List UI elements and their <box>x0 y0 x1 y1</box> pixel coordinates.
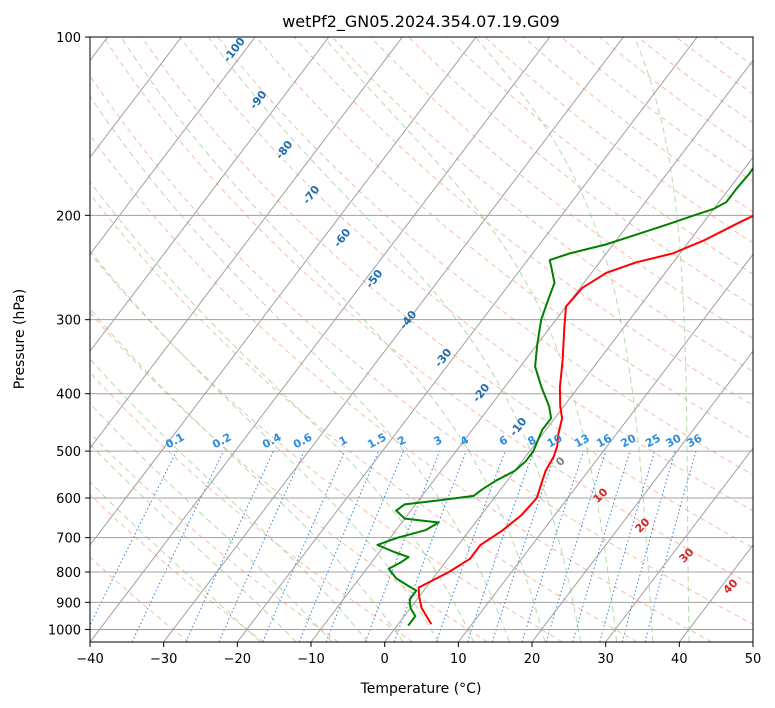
dry-adiabat <box>217 37 753 476</box>
mixing-ratio-line <box>621 450 676 642</box>
mixing-ratio-line <box>545 450 607 642</box>
chart-title: wetPf2_GN05.2024.354.07.19.G09 <box>282 12 560 32</box>
dry-adiabat <box>90 252 563 642</box>
moist-adiabat <box>90 358 369 642</box>
moist-adiabat <box>323 37 618 642</box>
moist-adiabat <box>90 481 261 642</box>
dry-adiabat <box>408 37 753 307</box>
x-tick-label: −20 <box>224 652 251 667</box>
background-lines <box>90 37 753 642</box>
mixing-ratio-line <box>364 450 441 642</box>
y-tick-label: 200 <box>56 209 81 224</box>
x-tick-label: 20 <box>524 652 541 667</box>
mixing-ratio-line <box>521 450 585 642</box>
data-lines <box>376 166 753 627</box>
dry-adiabat <box>103 37 753 587</box>
y-axis-label: Pressure (hPa) <box>12 289 28 389</box>
mixing-ratio-line <box>599 450 656 642</box>
mixing-ratio-line <box>325 450 404 642</box>
y-tick-label: 1000 <box>48 623 81 638</box>
y-tick-label: 300 <box>56 314 81 329</box>
mixing-ratio-line <box>298 450 380 642</box>
isotherm <box>90 37 182 159</box>
moist-adiabat <box>207 37 582 642</box>
x-tick-label: 40 <box>671 652 688 667</box>
x-tick-label: 30 <box>597 652 614 667</box>
mixing-ratio-label: 20 <box>619 431 639 450</box>
x-tick-label: −10 <box>297 652 324 667</box>
moist-adiabat <box>120 37 546 642</box>
x-tick-label: 0 <box>381 652 389 667</box>
dry-adiabat <box>179 37 753 512</box>
mixing-ratio-line <box>435 450 506 642</box>
profile-line-dewpoint <box>376 166 753 627</box>
isotherm <box>605 447 753 642</box>
x-axis-label: Temperature (°C) <box>360 681 482 697</box>
x-tick-label: −40 <box>76 652 103 667</box>
plot-frame <box>89 36 754 643</box>
y-tick-label: 400 <box>56 388 81 403</box>
mixing-ratio-label: 30 <box>664 431 684 450</box>
moist-adiabat <box>90 95 510 642</box>
dry-adiabat <box>90 74 753 625</box>
moist-adiabat <box>90 180 475 642</box>
isotherm <box>90 37 256 256</box>
y-tick-label: 900 <box>56 596 81 611</box>
dry-adiabat <box>90 193 638 642</box>
dry-adiabat <box>90 432 339 642</box>
isotherm <box>457 253 753 642</box>
x-tick-label: 10 <box>450 652 467 667</box>
isotherm <box>384 156 753 642</box>
isotherm <box>236 37 698 642</box>
isotherm <box>90 37 330 353</box>
y-tick-label: 100 <box>56 31 81 46</box>
mixing-ratio-line <box>491 450 557 642</box>
y-axis: 100 200 300 400 500 600 700 800 900 1000 <box>48 31 90 638</box>
dry-adiabat <box>90 134 712 642</box>
x-tick-label: −30 <box>150 652 177 667</box>
x-tick-label: 50 <box>745 652 762 667</box>
mixing-ratio-line <box>467 450 535 642</box>
y-tick-label: 800 <box>56 566 81 581</box>
mixing-ratio-line <box>572 450 631 642</box>
mixing-ratio-label: 25 <box>643 432 663 451</box>
moist-adiabat <box>475 37 654 642</box>
profile-line-temperature <box>417 214 753 625</box>
moist-adiabat <box>633 37 690 642</box>
y-tick-label: 500 <box>56 445 81 460</box>
mixing-ratio-label: 10 <box>545 431 565 450</box>
isotherm <box>90 37 551 642</box>
mixing-ratio-line <box>262 450 346 642</box>
dry-adiabat <box>255 37 753 441</box>
mixing-ratio-label: 13 <box>572 432 592 451</box>
x-axis: −40 −30 −20 −10 0 10 20 30 40 50 <box>76 642 761 667</box>
isotherm <box>90 37 477 546</box>
isotherm <box>90 37 403 449</box>
moist-adiabat <box>90 443 297 642</box>
mixing-ratio-label: 36 <box>685 431 705 450</box>
mixing-ratio-line <box>218 450 305 642</box>
moist-adiabat <box>90 402 333 642</box>
dry-adiabat <box>90 556 190 642</box>
dry-adiabat <box>332 37 753 373</box>
isotherm <box>531 350 753 642</box>
mixing-ratio-label: 16 <box>594 431 614 450</box>
y-tick-label: 600 <box>56 492 81 507</box>
isotherm <box>163 37 624 642</box>
y-tick-label: 700 <box>56 532 81 547</box>
moist-adiabat <box>90 308 404 642</box>
mixing-ratio-line <box>90 450 178 627</box>
dry-adiabat <box>90 311 488 642</box>
